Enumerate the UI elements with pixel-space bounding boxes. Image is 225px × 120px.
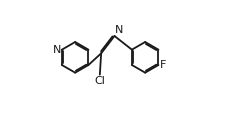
Text: N: N [52, 45, 61, 55]
Text: F: F [160, 60, 166, 70]
Text: N: N [115, 25, 124, 35]
Text: Cl: Cl [94, 76, 105, 86]
